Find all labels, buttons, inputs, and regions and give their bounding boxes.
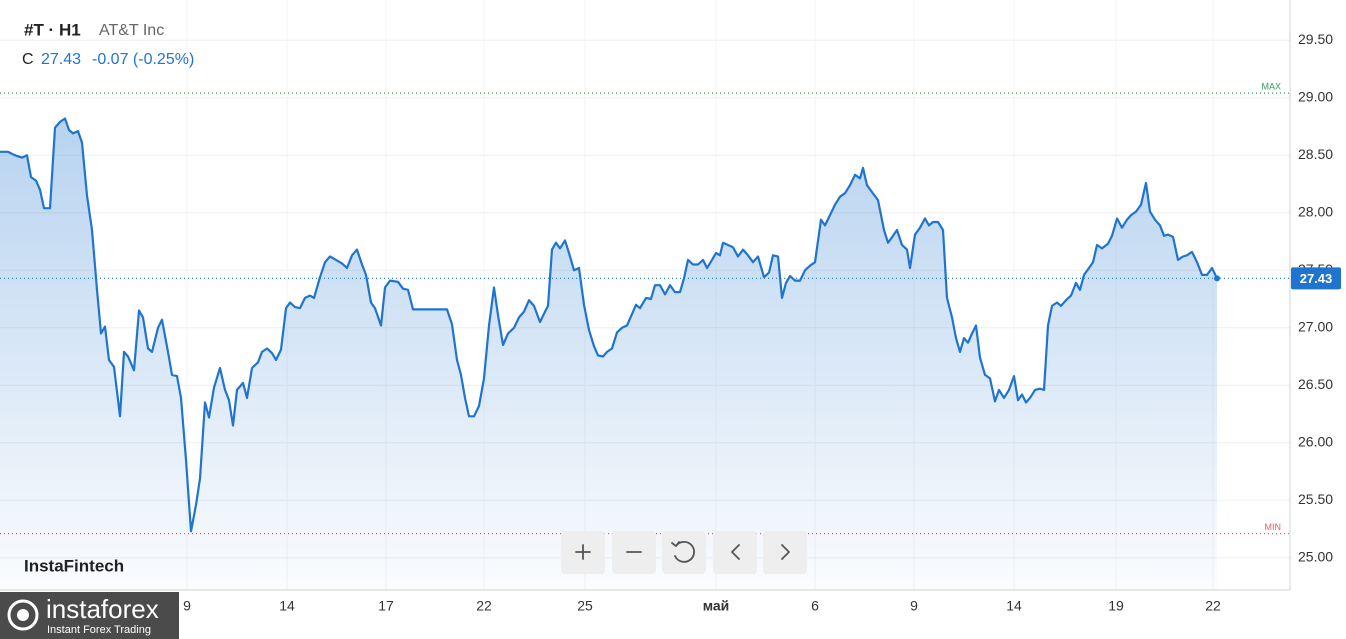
- y-tick-label: 25.00: [1298, 549, 1333, 565]
- x-tick-label: 22: [476, 598, 492, 614]
- logo-icon-core: [17, 609, 29, 621]
- x-tick-label: 9: [183, 598, 191, 614]
- scroll-left-button[interactable]: [713, 531, 757, 574]
- y-tick-label: 26.00: [1298, 433, 1333, 449]
- watermark: InstaFintech: [24, 556, 124, 575]
- close-label: C: [22, 51, 34, 68]
- y-tick-label: 28.50: [1298, 146, 1333, 162]
- close-value: 27.43: [41, 51, 81, 68]
- logo-icon: [7, 599, 39, 631]
- x-tick-label: 9: [910, 598, 918, 614]
- reset-button[interactable]: [662, 531, 706, 574]
- y-tick-label: 29.00: [1298, 88, 1333, 104]
- x-tick-label: 14: [279, 598, 295, 614]
- zoom-out-button[interactable]: [612, 531, 656, 574]
- x-tick-label: 6: [811, 598, 819, 614]
- zoom-in-button[interactable]: [561, 531, 605, 574]
- change: -0.07 (-0.25%): [92, 51, 194, 68]
- x-tick-label: 17: [378, 598, 394, 614]
- logo-background: [0, 592, 179, 639]
- line: [0, 117, 1218, 533]
- last-price-label: 27.43: [1300, 271, 1333, 286]
- last-price-box: [1291, 267, 1341, 290]
- last-point: [1214, 275, 1220, 282]
- x-tick-label: 14: [1006, 598, 1022, 614]
- y-tick-label: 26.50: [1298, 376, 1333, 392]
- area: [0, 118, 1217, 590]
- x-tick-label: май: [703, 598, 730, 614]
- x-tick-label: 22: [1205, 598, 1221, 614]
- x-tick-label: 19: [1108, 598, 1124, 614]
- reference-label: MIN: [1265, 522, 1282, 532]
- instrument-name: AT&T Inc: [99, 22, 164, 39]
- scroll-right-button[interactable]: [763, 531, 807, 574]
- reference-label: MAX: [1261, 82, 1281, 92]
- symbol: #T · H1: [24, 20, 81, 39]
- y-tick-label: 28.00: [1298, 203, 1333, 219]
- logo: instaforex Instant Forex Trading: [0, 592, 179, 639]
- y-tick-label: 25.50: [1298, 491, 1333, 507]
- y-tick-label: 29.50: [1298, 31, 1333, 47]
- logo-name: instaforex: [46, 594, 159, 624]
- logo-tagline: Instant Forex Trading: [47, 624, 151, 636]
- x-tick-label: 25: [577, 598, 593, 614]
- toolbar: [561, 531, 807, 574]
- y-tick-label: 27.00: [1298, 318, 1333, 334]
